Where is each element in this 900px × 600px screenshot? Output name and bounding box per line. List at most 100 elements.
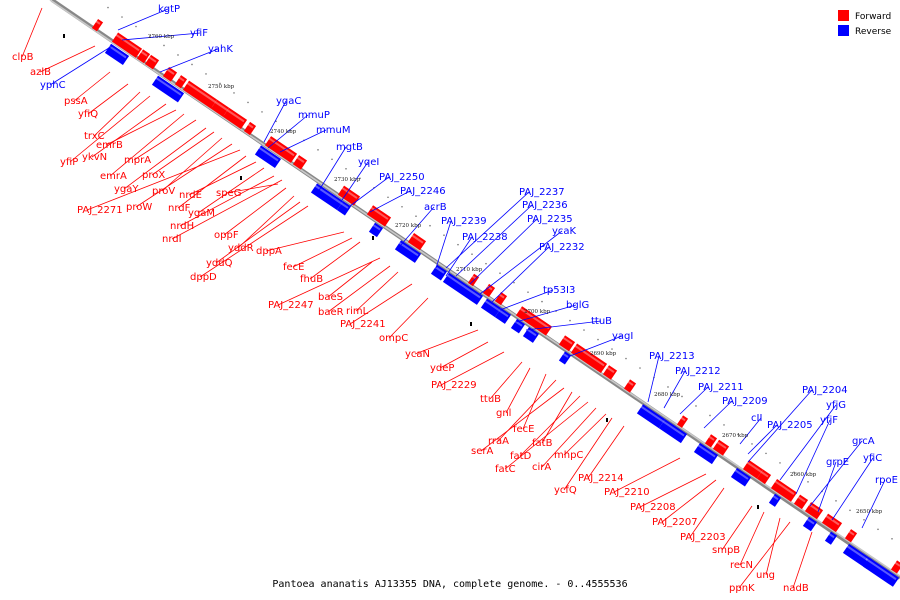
forward-gene-label[interactable]: yddR xyxy=(228,243,254,254)
forward-gene-block[interactable] xyxy=(407,233,427,251)
reverse-gene-label[interactable]: PAJ_2205 xyxy=(767,420,813,431)
forward-gene-label[interactable]: nrdE xyxy=(179,190,202,201)
forward-gene-label[interactable]: PAJ_2247 xyxy=(268,300,314,311)
forward-gene-block[interactable] xyxy=(742,460,764,479)
reverse-gene-label[interactable]: PAJ_2235 xyxy=(527,214,573,225)
forward-gene-block[interactable] xyxy=(558,335,576,352)
reverse-gene-block[interactable] xyxy=(310,183,344,211)
forward-gene-block[interactable] xyxy=(174,75,188,89)
forward-gene-label[interactable]: clpB xyxy=(12,52,34,63)
reverse-gene-label[interactable]: yfjG xyxy=(826,400,846,411)
forward-gene-block[interactable] xyxy=(162,67,178,82)
reverse-gene-label[interactable]: PAJ_2209 xyxy=(722,396,768,407)
reverse-gene-label[interactable]: yfiC xyxy=(863,453,882,464)
forward-gene-block[interactable] xyxy=(793,494,809,510)
reverse-gene-label[interactable]: yfiF xyxy=(190,28,208,39)
reverse-gene-label[interactable]: PAJ_2246 xyxy=(400,186,446,197)
forward-gene-label[interactable]: fatC xyxy=(495,464,516,475)
forward-gene-label[interactable]: yddQ xyxy=(206,258,233,269)
forward-gene-label[interactable]: baeR xyxy=(318,307,344,318)
forward-gene-label[interactable]: PAJ_2207 xyxy=(652,517,698,528)
reverse-gene-label[interactable]: PAJ_2239 xyxy=(441,216,487,227)
reverse-gene-label[interactable]: bglG xyxy=(566,300,589,311)
forward-gene-block[interactable] xyxy=(704,434,718,448)
forward-gene-block[interactable] xyxy=(243,121,257,136)
forward-gene-block[interactable] xyxy=(366,205,392,227)
forward-gene-block[interactable] xyxy=(222,107,248,130)
forward-gene-label[interactable]: pssA xyxy=(64,96,88,107)
reverse-gene-block[interactable] xyxy=(510,318,526,334)
forward-gene-label[interactable]: yfiQ xyxy=(78,109,98,120)
forward-gene-block[interactable] xyxy=(602,365,618,380)
reverse-gene-block[interactable] xyxy=(730,467,752,487)
forward-gene-label[interactable]: nadB xyxy=(783,583,809,594)
reverse-gene-block[interactable] xyxy=(430,264,448,281)
forward-gene-label[interactable]: cirA xyxy=(532,462,551,473)
forward-gene-label[interactable]: gnl xyxy=(496,408,511,419)
reverse-gene-block[interactable] xyxy=(480,298,502,318)
forward-gene-label[interactable]: ycfQ xyxy=(554,485,577,496)
reverse-gene-label[interactable]: yfjF xyxy=(820,415,838,426)
forward-gene-block[interactable] xyxy=(182,80,218,109)
forward-gene-label[interactable]: rraA xyxy=(488,436,509,447)
forward-gene-label[interactable]: ygaM xyxy=(188,208,215,219)
reverse-gene-label[interactable]: tp53I3 xyxy=(543,285,575,296)
forward-gene-block[interactable] xyxy=(337,185,361,206)
forward-gene-label[interactable]: nrdF xyxy=(168,203,191,214)
forward-gene-block[interactable] xyxy=(770,479,798,502)
forward-gene-block[interactable] xyxy=(570,343,608,373)
reverse-gene-label[interactable]: cII xyxy=(751,413,762,424)
forward-gene-block[interactable] xyxy=(756,469,772,485)
forward-gene-label[interactable]: PAJ_2241 xyxy=(340,319,386,330)
forward-gene-label[interactable]: fhuB xyxy=(300,274,323,285)
forward-gene-label[interactable]: PAJ_2208 xyxy=(630,502,676,513)
reverse-gene-label[interactable]: ttuB xyxy=(591,316,612,327)
reverse-gene-label[interactable]: PAJ_2211 xyxy=(698,382,744,393)
reverse-gene-block[interactable] xyxy=(151,75,185,103)
forward-gene-block[interactable] xyxy=(210,99,230,117)
reverse-gene-block[interactable] xyxy=(494,308,512,324)
forward-gene-label[interactable]: ydeP xyxy=(430,363,454,374)
forward-gene-block[interactable] xyxy=(890,560,900,574)
forward-gene-label[interactable]: emrB xyxy=(96,140,123,151)
reverse-gene-label[interactable]: mmuP xyxy=(298,110,330,121)
forward-gene-block[interactable] xyxy=(494,292,508,306)
forward-gene-label[interactable]: azlB xyxy=(30,67,51,78)
reverse-gene-block[interactable] xyxy=(768,493,782,507)
reverse-gene-label[interactable]: grpE xyxy=(826,457,849,468)
reverse-gene-label[interactable]: PAJ_2204 xyxy=(802,385,848,396)
reverse-gene-label[interactable]: grcA xyxy=(852,436,875,447)
reverse-gene-label[interactable]: yahK xyxy=(208,44,233,55)
forward-gene-label[interactable]: dppD xyxy=(190,272,217,283)
reverse-gene-label[interactable]: ygaC xyxy=(276,96,301,107)
reverse-gene-label[interactable]: PAJ_2250 xyxy=(379,172,425,183)
forward-gene-block[interactable] xyxy=(844,529,858,543)
forward-gene-block[interactable] xyxy=(136,49,151,64)
reverse-gene-block[interactable] xyxy=(522,326,540,343)
reverse-gene-label[interactable]: yagI xyxy=(612,331,633,342)
forward-gene-label[interactable]: trxC xyxy=(84,131,105,142)
forward-gene-label[interactable]: ppnK xyxy=(729,583,755,594)
forward-gene-label[interactable]: dppA xyxy=(256,246,282,257)
forward-gene-label[interactable]: smpB xyxy=(712,545,740,556)
forward-gene-block[interactable] xyxy=(712,439,730,456)
forward-gene-label[interactable]: ycaN xyxy=(405,349,430,360)
forward-gene-block[interactable] xyxy=(292,155,308,170)
reverse-gene-block[interactable] xyxy=(693,442,719,465)
forward-gene-label[interactable]: nrdI xyxy=(162,234,182,245)
forward-gene-block[interactable] xyxy=(111,32,143,58)
forward-gene-label[interactable]: emrA xyxy=(100,171,127,182)
reverse-gene-block[interactable] xyxy=(336,200,352,216)
forward-gene-label[interactable]: mhpC xyxy=(554,450,583,461)
forward-gene-label[interactable]: speG xyxy=(216,188,241,199)
forward-gene-block[interactable] xyxy=(91,18,104,32)
forward-gene-label[interactable]: ompC xyxy=(379,333,408,344)
reverse-gene-block[interactable] xyxy=(862,557,900,587)
forward-gene-label[interactable]: yfiP xyxy=(60,157,78,168)
reverse-gene-block[interactable] xyxy=(802,516,818,532)
forward-gene-block[interactable] xyxy=(467,273,480,287)
reverse-gene-label[interactable]: yphC xyxy=(40,80,66,91)
forward-gene-label[interactable]: proX xyxy=(142,170,165,181)
forward-gene-label[interactable]: proW xyxy=(126,202,152,213)
forward-gene-label[interactable]: serA xyxy=(471,446,493,457)
